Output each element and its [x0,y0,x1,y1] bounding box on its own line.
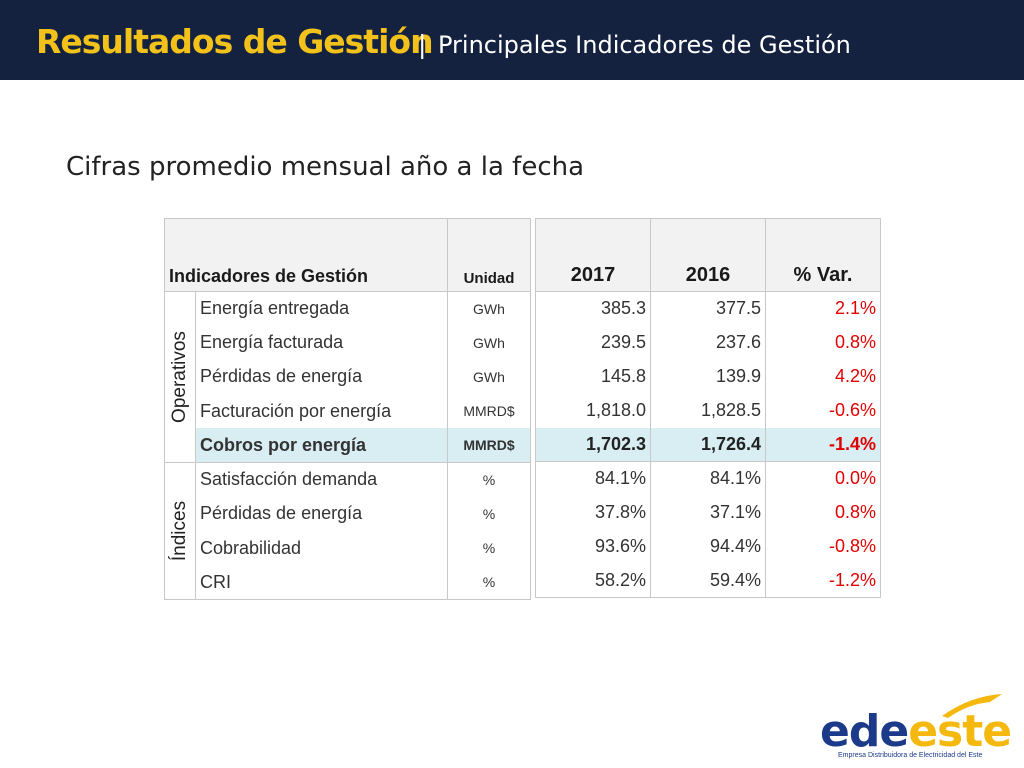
col-header-indicator: Indicadores de Gestión [164,218,448,292]
col-header-2016: 2016 [650,218,766,292]
table-row: 84.1% 84.1% 0.0% [535,461,881,496]
page-subtitle-header: Principales Indicadores de Gestión [438,31,851,59]
value-var: 0.0% [765,461,881,496]
indicator-name: Pérdidas de energía [195,359,448,395]
value-2016: 377.5 [650,291,766,326]
edeeste-logo: edeeste Empresa Distribuidora de Electri… [820,690,1016,764]
indicator-name: CRI [195,565,448,601]
value-2016: 139.9 [650,359,766,394]
value-2016: 237.6 [650,325,766,360]
indicator-unit: GWh [447,325,531,360]
value-2017: 239.5 [535,325,651,360]
value-2017: 1,702.3 [535,427,651,462]
indicator-unit: MMRD$ [447,394,531,429]
indicator-unit: % [447,565,531,601]
value-var: 0.8% [765,325,881,360]
group-label-operativos: Operativos [164,291,196,463]
value-var: -1.4% [765,427,881,462]
value-var: -1.2% [765,563,881,598]
indicator-unit: MMRD$ [447,428,531,464]
value-2017: 385.3 [535,291,651,326]
indicator-name: Pérdidas de energía [195,496,448,531]
indicator-name: Energía facturada [195,325,448,360]
logo-tagline: Empresa Distribuidora de Electricidad de… [838,752,983,759]
table-row: 37.8% 37.1% 0.8% [535,495,881,530]
indicator-name: Cobros por energía [195,428,448,464]
col-header-2017: 2017 [535,218,651,292]
value-var: -0.6% [765,393,881,428]
table-row: 58.2% 59.4% -1.2% [535,563,881,598]
table-row: Pérdidas de energía % [165,496,531,531]
value-2016: 59.4% [650,563,766,598]
table-row: 93.6% 94.4% -0.8% [535,529,881,564]
header-bar: Resultados de Gestión | Principales Indi… [0,0,1024,80]
value-2017: 93.6% [535,529,651,564]
value-2016: 37.1% [650,495,766,530]
group-label-indices: Índices [164,462,196,600]
value-2016: 1,726.4 [650,427,766,462]
table-row: Pérdidas de energía GWh [165,359,531,395]
value-2017: 1,818.0 [535,393,651,428]
value-2017: 84.1% [535,461,651,496]
indicator-unit: % [447,461,531,497]
value-var: 4.2% [765,359,881,394]
table-row: CRI % [165,565,531,601]
indicator-unit: GWh [447,359,531,395]
indicator-unit: % [447,496,531,531]
value-var: -0.8% [765,529,881,564]
title-separator: | [418,30,427,59]
section-subtitle: Cifras promedio mensual año a la fecha [66,152,585,182]
table-row: 239.5 237.6 0.8% [535,325,881,360]
table-row: Índices Satisfacción demanda % [164,461,531,600]
value-var: 2.1% [765,291,881,326]
logo-word-ede: ede [820,706,909,757]
value-2017: 145.8 [535,359,651,394]
table-row-highlighted: Cobros por energía MMRD$ [165,428,531,464]
value-2017: 37.8% [535,495,651,530]
logo-word-este: este [908,706,1012,757]
page-title: Resultados de Gestión [36,22,434,61]
indicator-unit: GWh [447,290,531,326]
indicator-name: Facturación por energía [195,394,448,429]
col-header-var: % Var. [765,218,881,292]
value-2017: 58.2% [535,563,651,598]
table-row: Cobrabilidad % [165,531,531,566]
value-2016: 84.1% [650,461,766,496]
table-row: 145.8 139.9 4.2% [535,359,881,394]
indicator-name: Satisfacción demanda [195,461,448,497]
indicators-table: Indicadores de Gestión Unidad Operativos… [164,218,531,601]
value-var: 0.8% [765,495,881,530]
value-2016: 94.4% [650,529,766,564]
indicator-unit: % [447,531,531,566]
indicator-name: Energía entregada [195,290,448,326]
table-row: 1,818.0 1,828.5 -0.6% [535,393,881,428]
value-2016: 1,828.5 [650,393,766,428]
indicator-name: Cobrabilidad [195,531,448,566]
table-row: Facturación por energía MMRD$ [165,394,531,429]
table-row: 385.3 377.5 2.1% [535,291,881,326]
table-row-highlighted: 1,702.3 1,726.4 -1.4% [535,427,881,462]
table-row: Operativos Energía entregada GWh [164,290,531,463]
lightning-swoosh-icon [942,694,1002,718]
values-table: 2017 2016 % Var. 385.3 377.5 2.1% 239.5 … [535,218,881,598]
col-header-unit: Unidad [447,218,531,292]
table-row: Energía facturada GWh [165,325,531,360]
